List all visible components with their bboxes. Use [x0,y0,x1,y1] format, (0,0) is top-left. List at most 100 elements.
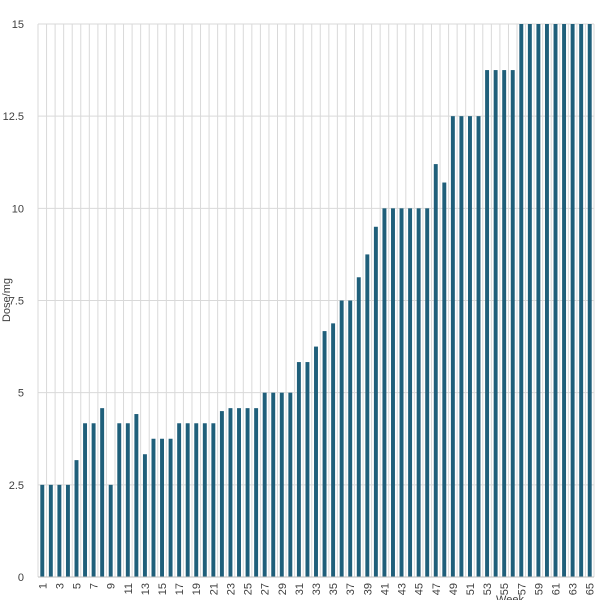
bar [356,277,361,577]
bar [331,323,336,577]
bar [544,24,549,577]
x-tick-label: 31 [294,583,306,595]
bar [442,182,447,577]
bar [254,408,259,577]
bar [570,24,575,577]
bar [142,454,147,577]
x-tick-label: 35 [328,583,340,595]
bar [134,414,139,577]
bar [527,24,532,577]
bar [408,208,413,578]
bar [476,116,481,578]
x-tick-label: 41 [379,583,391,595]
bar [373,226,378,577]
x-tick-label: 49 [448,583,460,595]
bar [296,362,301,577]
bar [125,423,130,577]
bar [100,408,105,577]
x-tick-label: 33 [311,583,323,595]
x-tick-label: 57 [516,583,528,595]
bar [237,408,241,577]
x-tick-label: 25 [243,583,255,595]
bar [502,70,507,577]
x-tick-label: 63 [568,583,580,595]
bar [339,300,344,577]
bar [74,460,79,577]
x-axis-title: Week [496,594,524,600]
x-tick-label: 19 [191,583,203,595]
bar [168,438,173,577]
x-tick-label: 43 [397,583,409,595]
bar [202,423,207,577]
bar [536,24,541,577]
bar [399,208,404,578]
y-tick-label: 2.5 [9,480,24,492]
bar [493,70,498,577]
bar [459,116,464,578]
bar [185,423,190,577]
x-tick-label: 9 [106,583,118,589]
x-tick-label: 61 [551,583,563,595]
y-tick-label: 10 [12,203,24,215]
bars [40,24,592,578]
x-tick-label: 65 [585,583,597,595]
x-tick-label: 53 [482,583,494,595]
bar [262,392,267,577]
bar [57,484,62,577]
x-tick-label: 21 [208,583,220,595]
bar [228,408,233,577]
bar [416,208,421,578]
x-tick-label: 13 [140,583,152,595]
bar [519,24,524,577]
bar [305,362,310,577]
y-tick-label: 0 [18,572,24,584]
x-tick-label: 37 [345,583,357,595]
bar [160,438,164,577]
bar [510,70,515,577]
x-tick-label: 27 [260,583,272,595]
x-tick-label: 5 [71,583,83,589]
bar [83,423,88,577]
x-tick-label: 23 [225,583,237,595]
x-tick-label: 39 [362,583,374,595]
bar [348,300,353,577]
x-tick-label: 15 [157,583,169,595]
bar [271,392,276,577]
x-tick-label: 51 [465,583,477,595]
y-tick-label: 7.5 [9,296,24,308]
bar [211,423,216,577]
x-tick-label: 7 [89,583,101,589]
x-tick-label: 29 [277,583,289,595]
bar [245,408,250,577]
x-tick-label: 55 [499,583,511,595]
y-tick-label: 12.5 [3,111,24,123]
bar [177,423,182,577]
bar [322,331,327,577]
x-tick-label: 3 [54,583,66,589]
bar [562,24,567,577]
x-tick-label: 47 [431,583,443,595]
x-tick-label: 59 [533,583,545,595]
bar [108,484,113,577]
bar [219,411,224,577]
bar [468,116,472,578]
bar [288,392,293,577]
bar [65,484,70,577]
y-tick-label: 15 [12,19,24,31]
bar [194,423,199,577]
x-tick-label: 45 [414,583,426,595]
y-axis-title: Dose/mg [1,278,13,322]
bar [48,484,53,577]
bar [117,423,122,577]
bar [91,423,96,577]
bar [40,484,45,577]
x-tick-label: 1 [37,583,49,589]
bar [553,24,558,577]
bar [485,70,490,577]
bar [579,24,584,577]
bar [391,208,395,578]
bar [365,254,370,577]
bar [382,208,387,578]
